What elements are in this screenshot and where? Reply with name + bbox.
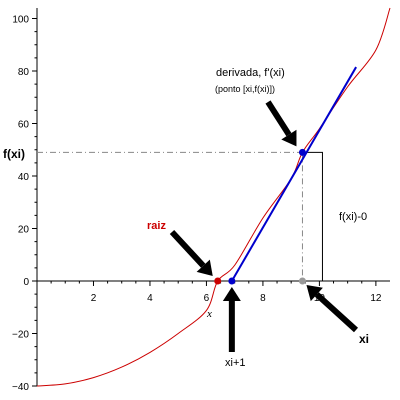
- xi1-arrow-head: [222, 287, 241, 301]
- function-curve: [36, 7, 391, 387]
- derivative-arrow-head: [281, 129, 297, 147]
- xi-label: xi: [359, 332, 369, 346]
- guide-lines: [37, 151, 323, 282]
- y-tick-label: 80: [18, 67, 30, 78]
- height-bracket: [302, 151, 323, 282]
- y-tick-label: 0: [23, 277, 29, 288]
- data-points: [214, 148, 306, 285]
- tangent-line: [230, 66, 357, 282]
- height-label: f(xi)-0: [339, 211, 367, 223]
- x-tick-label: 6: [204, 293, 210, 304]
- xi1-point: [228, 277, 236, 285]
- series-lines: [36, 7, 391, 387]
- xi-point: [298, 277, 306, 285]
- y-tick-label: −40: [12, 382, 29, 393]
- xi1-label: xi+1: [225, 357, 246, 369]
- x-tick-label: 8: [260, 293, 266, 304]
- root-arrow-head: [196, 259, 213, 276]
- x-axis-label: x: [206, 308, 212, 320]
- annotation-labels: derivada, f'(xi) (ponto [xi,f(xi)]) f(xi…: [3, 67, 369, 369]
- y-tick-label: 20: [18, 225, 30, 236]
- root-arrow-shaft: [169, 229, 206, 268]
- xi-arrow-shaft: [314, 292, 359, 333]
- xi-arrow-head: [306, 285, 323, 302]
- fxi-point: [298, 148, 306, 156]
- x-tick-label: 2: [91, 293, 97, 304]
- derivative-arrow-shaft: [265, 100, 292, 137]
- derivative-title-label: derivada, f'(xi): [216, 67, 285, 79]
- y-tick-label: 60: [18, 120, 30, 131]
- x-tick-label: 12: [370, 293, 382, 304]
- y-tick-label: 40: [18, 172, 30, 183]
- y-tick-label: 100: [12, 15, 29, 26]
- root-label: raiz: [147, 220, 166, 232]
- derivative-subtitle-label: (ponto [xi,f(xi)]): [215, 84, 275, 94]
- fxi-axis-label: f(xi): [3, 147, 25, 161]
- annotation-arrows: [169, 100, 359, 352]
- y-tick-label: −20: [12, 330, 29, 341]
- x-tick-label: 4: [147, 293, 153, 304]
- root-point: [214, 277, 222, 285]
- axes: [36, 8, 390, 386]
